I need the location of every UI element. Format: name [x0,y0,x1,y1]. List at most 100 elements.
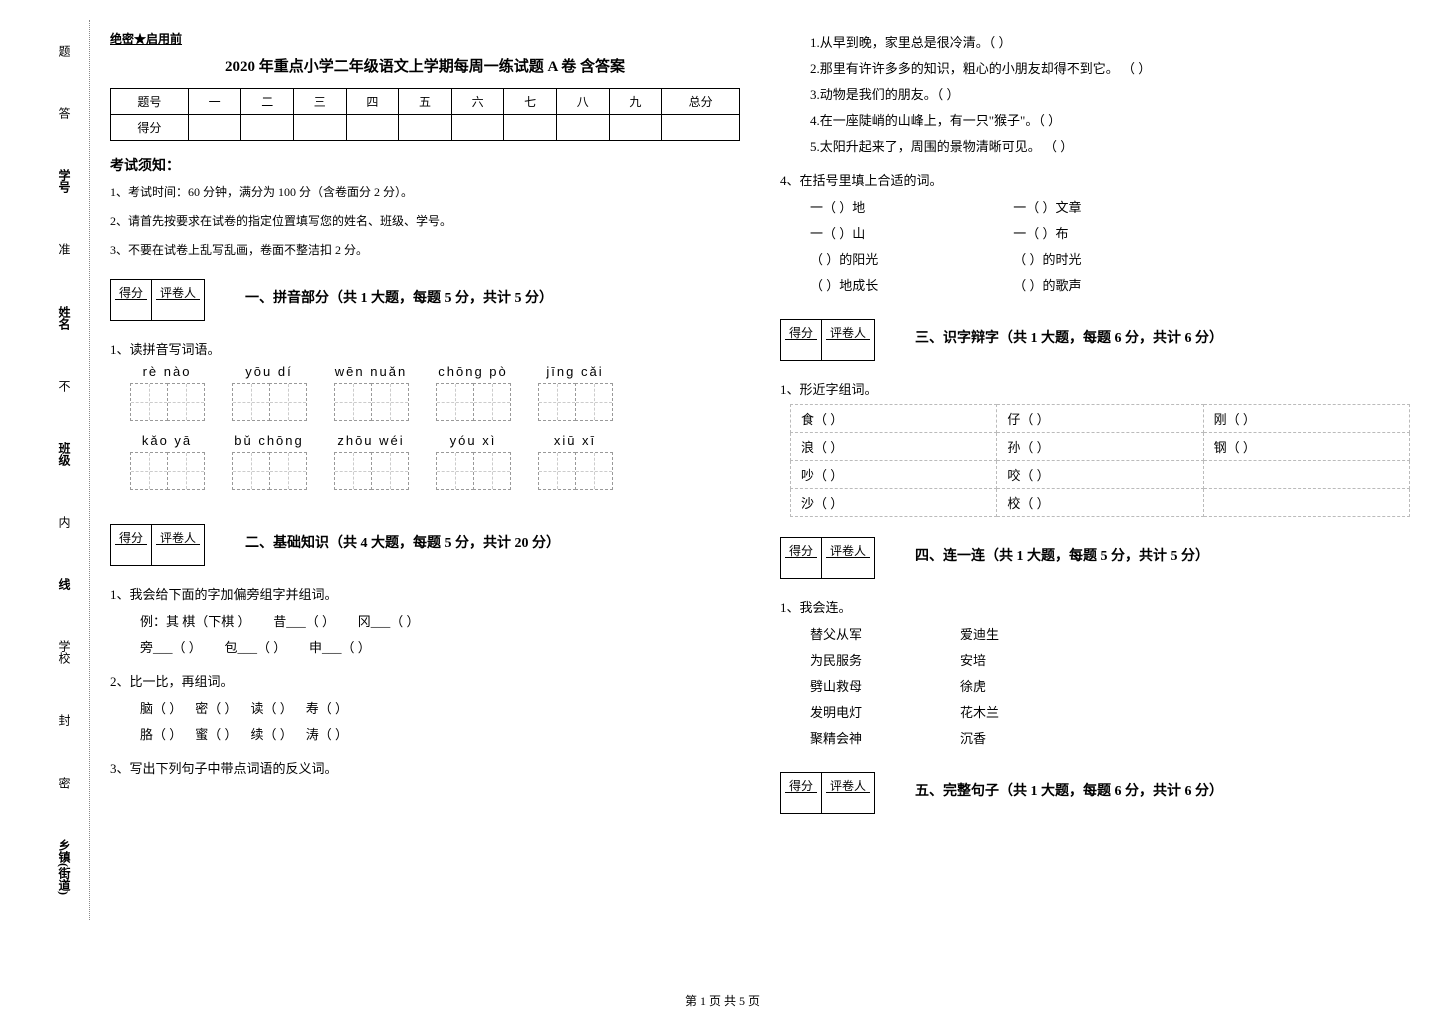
pair-right: 徐虎 [960,674,986,700]
table-row: 题号 一 二 三 四 五 六 七 八 九 总分 [111,89,740,115]
fill-item: 一（ ）山 [810,221,1010,247]
section-header-3: 得分 评卷人 三、识字辩字（共 1 大题，每题 6 分，共计 6 分） [780,319,1410,361]
text-line: 胳（ ） 蜜（ ） 续（ ） 涛（ ） [140,722,740,748]
score-box-col: 得分 [111,525,152,565]
pinyin: zhōu wéi [337,433,404,448]
th: 总分 [662,89,740,115]
td [188,115,241,141]
table-row: 吵（ ）咬（ ） [791,461,1410,489]
score-label: 得分 [115,282,147,300]
score-box: 得分 评卷人 [780,772,875,814]
grader-label: 评卷人 [826,540,870,558]
td [504,115,557,141]
grader-blank [156,300,200,318]
grader-blank [826,340,870,358]
pair-right: 爱迪生 [960,622,999,648]
tian-cell [371,452,409,490]
sidebar-text: 答 [56,107,73,119]
question-text: 1、读拼音写词语。 [110,339,740,358]
pair-right: 安培 [960,648,986,674]
score-box-col: 评卷人 [152,280,204,320]
th: 一 [188,89,241,115]
grader-label: 评卷人 [156,527,200,545]
word-item: 读（ ） [251,701,293,716]
score-blank [785,558,817,576]
score-box-col: 得分 [781,538,822,578]
pinyin-group: wēn nuǎn [334,364,408,421]
page-footer: 第 1 页 共 5 页 [685,992,760,1009]
grader-label: 评卷人 [826,322,870,340]
score-box-col: 评卷人 [152,525,204,565]
blank-item: 昔___（ ） [273,614,335,629]
question-text: 1、我会连。 [780,597,1410,616]
score-label: 得分 [115,527,147,545]
sidebar-text: 不 [56,380,73,392]
sidebar-text: 封 [56,714,73,726]
word-item: 续（ ） [251,727,293,742]
score-summary-table: 题号 一 二 三 四 五 六 七 八 九 总分 得分 [110,88,740,141]
notice-item: 1、考试时间：60 分钟，满分为 100 分（含卷面分 2 分）。 [110,183,740,202]
score-box-col: 评卷人 [822,773,874,813]
score-box-col: 得分 [781,773,822,813]
fill-item: 一（ ）地 [810,195,1010,221]
sidebar-text: 题 [56,45,73,57]
td: 咬（ ） [997,461,1203,489]
score-box: 得分 评卷人 [780,319,875,361]
pair-row: 替父从军爱迪生 [810,622,1410,648]
score-blank [785,793,817,811]
section-title: 五、完整句子（共 1 大题，每题 6 分，共计 6 分） [915,780,1223,800]
pair-left: 劈山救母 [810,674,960,700]
score-blank [785,340,817,358]
td: 得分 [111,115,189,141]
td [346,115,399,141]
tian-box [334,383,408,421]
word-item: 脑（ ） [140,701,182,716]
pinyin-group: rè nào [130,364,204,421]
pair-row: 发明电灯花木兰 [810,700,1410,726]
table-row: 浪（ ）孙（ ）钢（ ） [791,433,1410,461]
pinyin-group: yōu dí [232,364,306,421]
grader-label: 评卷人 [156,282,200,300]
td: 孙（ ） [997,433,1203,461]
pinyin: yōu dí [245,364,292,379]
section-title: 三、识字辩字（共 1 大题，每题 6 分，共计 6 分） [915,327,1223,347]
section-title: 一、拼音部分（共 1 大题，每题 5 分，共计 5 分） [245,287,553,307]
tian-cell [538,383,576,421]
pair-row: 劈山救母徐虎 [810,674,1410,700]
tian-cell [371,383,409,421]
tian-box [436,383,510,421]
tian-cell [269,452,307,490]
pair-row: 聚精会神沉香 [810,726,1410,752]
th: 五 [399,89,452,115]
fill-item: 一（ ）布 [1013,226,1068,241]
score-box-col: 评卷人 [822,538,874,578]
tian-box [436,452,510,490]
td [556,115,609,141]
text-line: 一（ ）地 一（ ）文章 [810,195,1410,221]
text-line: （ ）地成长 （ ）的歌声 [810,273,1410,299]
pinyin-group: kǎo yā [130,433,204,490]
blank-item: 包___（ ） [225,640,287,655]
tian-cell [334,383,372,421]
pinyin: wēn nuǎn [335,364,407,379]
text-line: 3.动物是我们的朋友。（ ） [810,82,1410,108]
score-box: 得分 评卷人 [780,537,875,579]
pair-right: 沉香 [960,726,986,752]
tian-cell [167,452,205,490]
tian-cell [473,452,511,490]
text-line: 5.太阳升起来了，周围的景物清晰可见。 （ ） [810,134,1410,160]
th: 八 [556,89,609,115]
section-title: 四、连一连（共 1 大题，每题 5 分，共计 5 分） [915,545,1209,565]
td: 仔（ ） [997,405,1203,433]
pair-left: 替父从军 [810,622,960,648]
tian-cell [538,452,576,490]
tian-cell [232,452,270,490]
page-content: 绝密★启用前 2020 年重点小学二年级语文上学期每周一练试题 A 卷 含答案 … [110,30,1410,822]
question-text: 4、在括号里填上合适的词。 [780,170,1410,189]
tian-cell [167,383,205,421]
right-column: 1.从早到晚，家里总是很冷清。（ ） 2.那里有许许多多的知识，粗心的小朋友却得… [780,30,1410,822]
score-box: 得分 评卷人 [110,524,205,566]
score-box-col: 得分 [781,320,822,360]
pair-row: 为民服务安培 [810,648,1410,674]
text-line: （ ）的阳光 （ ）的时光 [810,247,1410,273]
